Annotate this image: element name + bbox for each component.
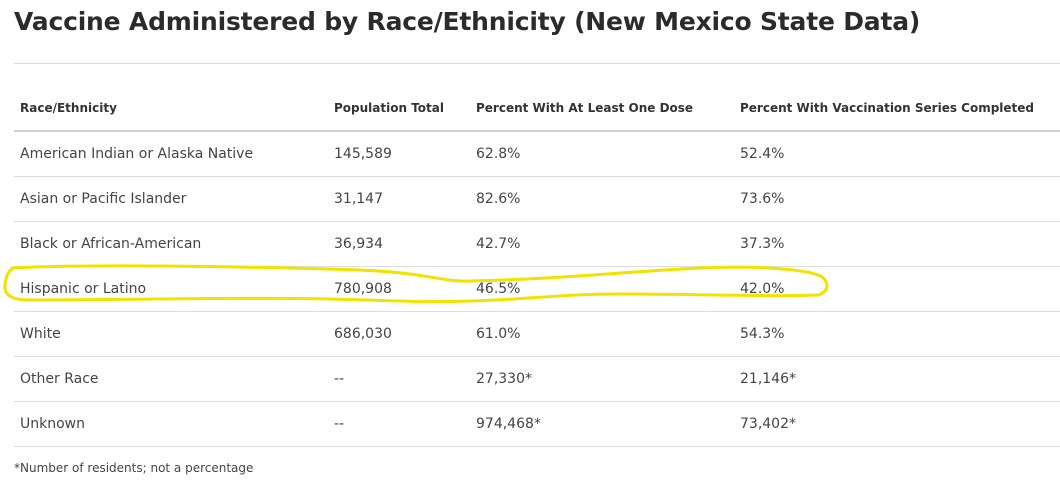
- page-title: Vaccine Administered by Race/Ethnicity (…: [14, 7, 921, 36]
- cell-race-ethnicity: Asian or Pacific Islander: [14, 176, 328, 222]
- cell-at-least-one-dose: 27,330*: [470, 356, 734, 402]
- table-row: American Indian or Alaska Native 145,589…: [14, 131, 1060, 177]
- cell-at-least-one-dose: 42.7%: [470, 221, 734, 267]
- cell-at-least-one-dose: 82.6%: [470, 176, 734, 222]
- cell-population-total: --: [328, 401, 470, 447]
- table-row: Other Race -- 27,330* 21,146*: [14, 356, 1060, 402]
- cell-at-least-one-dose: 974,468*: [470, 401, 734, 447]
- cell-population-total: 145,589: [328, 131, 470, 177]
- cell-series-completed: 42.0%: [734, 266, 1060, 312]
- header-population-total: Population Total: [328, 86, 470, 132]
- table-row: Asian or Pacific Islander 31,147 82.6% 7…: [14, 176, 1060, 222]
- cell-race-ethnicity: American Indian or Alaska Native: [14, 131, 328, 177]
- cell-race-ethnicity: Other Race: [14, 356, 328, 402]
- footnote: *Number of residents; not a percentage: [14, 461, 254, 475]
- cell-series-completed: 37.3%: [734, 221, 1060, 267]
- table-row-highlighted: Hispanic or Latino 780,908 46.5% 42.0%: [14, 266, 1060, 312]
- cell-population-total: 36,934: [328, 221, 470, 267]
- table-row: Unknown -- 974,468* 73,402*: [14, 401, 1060, 447]
- vaccine-table: Race/Ethnicity Population Total Percent …: [14, 86, 1060, 447]
- cell-series-completed: 54.3%: [734, 311, 1060, 357]
- cell-population-total: 31,147: [328, 176, 470, 222]
- header-at-least-one-dose: Percent With At Least One Dose: [470, 86, 734, 132]
- table-header-row: Race/Ethnicity Population Total Percent …: [14, 86, 1060, 132]
- cell-race-ethnicity: Black or African-American: [14, 221, 328, 267]
- cell-at-least-one-dose: 61.0%: [470, 311, 734, 357]
- cell-population-total: --: [328, 356, 470, 402]
- table-row: Black or African-American 36,934 42.7% 3…: [14, 221, 1060, 267]
- cell-race-ethnicity: White: [14, 311, 328, 357]
- cell-population-total: 686,030: [328, 311, 470, 357]
- cell-at-least-one-dose: 46.5%: [470, 266, 734, 312]
- cell-series-completed: 73.6%: [734, 176, 1060, 222]
- cell-series-completed: 21,146*: [734, 356, 1060, 402]
- cell-at-least-one-dose: 62.8%: [470, 131, 734, 177]
- cell-series-completed: 52.4%: [734, 131, 1060, 177]
- title-divider: [14, 63, 1060, 64]
- cell-race-ethnicity: Hispanic or Latino: [14, 266, 328, 312]
- header-race-ethnicity: Race/Ethnicity: [14, 86, 328, 132]
- cell-race-ethnicity: Unknown: [14, 401, 328, 447]
- cell-series-completed: 73,402*: [734, 401, 1060, 447]
- table-row: White 686,030 61.0% 54.3%: [14, 311, 1060, 357]
- cell-population-total: 780,908: [328, 266, 470, 312]
- header-series-completed: Percent With Vaccination Series Complete…: [734, 86, 1060, 132]
